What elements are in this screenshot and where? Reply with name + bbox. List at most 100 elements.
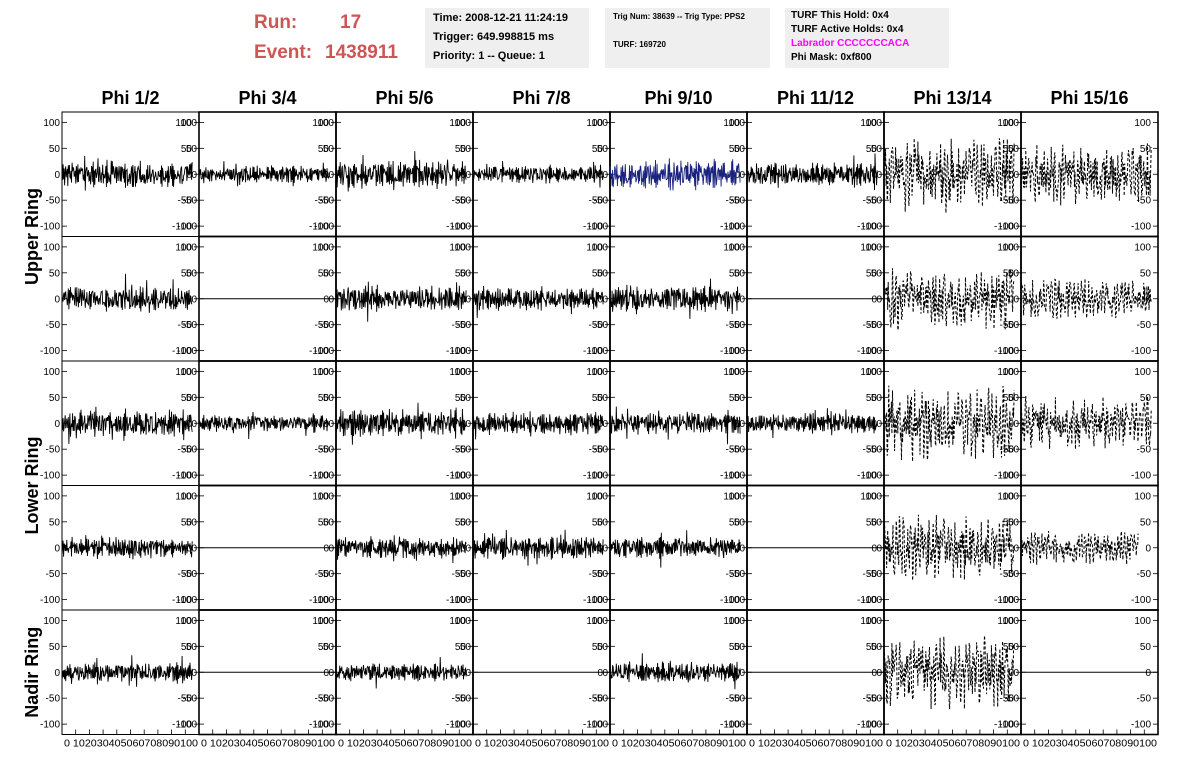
y-tick-label: -100 — [725, 471, 745, 482]
y-tick-label: -100 — [40, 346, 60, 357]
y-tick-label: -100 — [999, 346, 1019, 357]
y-tick-label: 50 — [1003, 642, 1015, 653]
y-tick-label: -100 — [40, 720, 60, 731]
y-tick-label: 50 — [866, 393, 878, 404]
y-tick-label: 100 — [175, 616, 192, 627]
y-tick-label: 0 — [323, 668, 329, 679]
y-tick-label: 100 — [1134, 491, 1151, 502]
y-tick-label: -100 — [588, 346, 608, 357]
y-tick-label: -100 — [451, 471, 471, 482]
y-tick-label: 50 — [455, 517, 467, 528]
dashed-trace — [1020, 143, 1152, 206]
y-tick-label: 0 — [1145, 668, 1151, 679]
y-tick-label: 50 — [592, 393, 604, 404]
y-tick-label: -100 — [588, 222, 608, 233]
y-tick-label: -50 — [731, 196, 746, 207]
y-tick-label: 0 — [739, 543, 745, 554]
y-tick-label: 50 — [186, 393, 198, 404]
y-tick-label: 0 — [54, 543, 60, 554]
y-tick-label: -50 — [178, 320, 193, 331]
y-tick-label: 0 — [602, 294, 608, 305]
y-tick-label: 50 — [729, 642, 741, 653]
y-tick-label: -50 — [1000, 196, 1015, 207]
waveform-trace — [609, 158, 741, 191]
y-tick-label: 50 — [729, 268, 741, 279]
y-tick-label: 0 — [1013, 668, 1019, 679]
y-tick-label: -50 — [457, 694, 472, 705]
y-tick-label: -50 — [320, 196, 335, 207]
y-tick-label: -50 — [183, 445, 198, 456]
y-tick-label: 50 — [323, 268, 335, 279]
y-tick-label: 100 — [723, 491, 740, 502]
y-tick-label: -50 — [863, 694, 878, 705]
y-tick-label: -100 — [725, 222, 745, 233]
waveform-trace — [61, 155, 193, 191]
priority-text: Priority: 1 -- Queue: 1 — [433, 50, 545, 62]
y-tick-label: 100 — [43, 118, 60, 129]
y-tick-label: -50 — [868, 694, 883, 705]
y-tick-label: 50 — [871, 144, 883, 155]
y-tick-label: -100 — [451, 595, 471, 606]
y-tick-label: 50 — [460, 144, 472, 155]
y-tick-label: -100 — [994, 222, 1014, 233]
y-tick-label: -50 — [320, 694, 335, 705]
y-tick-label: 100 — [865, 118, 882, 129]
y-tick-label: -100 — [172, 720, 192, 731]
y-tick-label: -50 — [183, 694, 198, 705]
y-tick-label: -50 — [452, 196, 467, 207]
y-tick-label: -100 — [588, 471, 608, 482]
column-header: Phi 15/16 — [1050, 88, 1128, 108]
y-tick-label: 0 — [871, 543, 877, 554]
y-tick-label: 100 — [312, 242, 329, 253]
y-tick-label: 0 — [460, 543, 466, 554]
dashed-trace — [883, 514, 1015, 581]
y-tick-label: -50 — [868, 320, 883, 331]
y-tick-label: 100 — [317, 491, 334, 502]
y-tick-label: -50 — [315, 196, 330, 207]
y-tick-label: -100 — [994, 471, 1014, 482]
y-tick-label: 100 — [860, 491, 877, 502]
y-tick-label: -50 — [452, 320, 467, 331]
y-tick-label: 50 — [460, 268, 472, 279]
y-tick-label: 100 — [180, 491, 197, 502]
y-tick-label: 50 — [1008, 642, 1020, 653]
y-tick-label: -100 — [857, 720, 877, 731]
column-header: Phi 11/12 — [777, 88, 854, 108]
y-tick-label: -100 — [1131, 346, 1151, 357]
y-tick-label: 50 — [455, 393, 467, 404]
y-tick-label: 0 — [739, 419, 745, 430]
y-tick-label: 50 — [460, 517, 472, 528]
row-label: Upper Ring — [22, 188, 42, 285]
y-tick-label: 0 — [54, 170, 60, 181]
y-tick-label: -50 — [594, 320, 609, 331]
column-header: Phi 5/6 — [375, 88, 433, 108]
y-tick-label: 100 — [175, 367, 192, 378]
y-tick-label: 50 — [186, 268, 198, 279]
waveform-trace — [472, 285, 604, 318]
y-tick-label: -50 — [868, 569, 883, 580]
y-tick-label: -50 — [731, 320, 746, 331]
y-tick-label: 0 — [54, 419, 60, 430]
y-tick-label: -100 — [857, 471, 877, 482]
y-tick-label: 100 — [1002, 491, 1019, 502]
y-tick-label: 100 — [723, 118, 740, 129]
y-tick-label: 0 — [602, 543, 608, 554]
y-tick-label: -100 — [857, 222, 877, 233]
y-tick-label: 100 — [997, 616, 1014, 627]
y-tick-label: -50 — [1005, 196, 1020, 207]
y-tick-label: -100 — [857, 346, 877, 357]
y-tick-label: 100 — [312, 491, 329, 502]
y-tick-label: 50 — [49, 642, 61, 653]
y-tick-label: 50 — [323, 642, 335, 653]
y-tick-label: 100 — [1134, 616, 1151, 627]
y-tick-label: 100 — [586, 616, 603, 627]
dashed-trace — [883, 385, 1015, 462]
y-tick-label: 0 — [328, 294, 334, 305]
y-tick-label: 50 — [1140, 517, 1152, 528]
y-tick-label: -100 — [994, 346, 1014, 357]
y-tick-label: 50 — [871, 642, 883, 653]
y-tick-label: 100 — [1002, 616, 1019, 627]
y-tick-label: 0 — [871, 668, 877, 679]
y-tick-label: 0 — [465, 170, 471, 181]
y-tick-label: -100 — [583, 346, 603, 357]
